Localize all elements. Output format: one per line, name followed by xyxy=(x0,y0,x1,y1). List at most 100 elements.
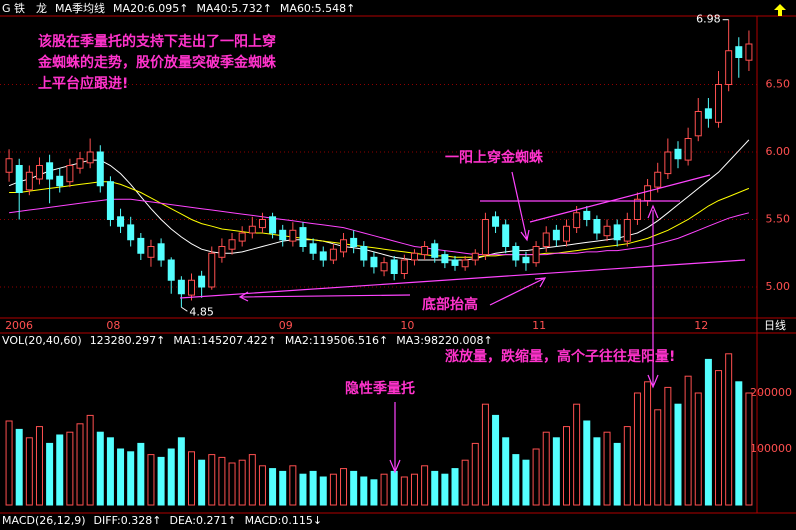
candle-body xyxy=(319,251,327,261)
trend-line xyxy=(179,259,746,299)
volume-bar xyxy=(603,431,611,506)
candle-body xyxy=(481,219,489,256)
volume-bar xyxy=(299,473,307,506)
volume-bar xyxy=(522,459,530,506)
arrow xyxy=(489,277,547,306)
volume-bar xyxy=(127,451,135,506)
y-tick-label: 5.50 xyxy=(766,213,791,226)
candle-body xyxy=(633,198,641,220)
volume-bar xyxy=(279,470,287,506)
volume-bar xyxy=(400,476,408,506)
candle-body xyxy=(451,259,459,266)
candle-body xyxy=(704,108,712,119)
candle-body xyxy=(15,165,23,193)
candle-body xyxy=(167,259,175,281)
volume-bar xyxy=(542,431,550,506)
candle-body xyxy=(552,229,560,241)
candle-body xyxy=(563,225,570,242)
candle-body xyxy=(177,279,185,295)
annotation: 涨放量，跌缩量，高个子往往是阳量! xyxy=(445,348,675,365)
candle-body xyxy=(512,246,520,261)
candle-body xyxy=(248,225,256,234)
frame xyxy=(0,15,796,514)
candle-body xyxy=(380,262,388,272)
header-text: G 铁 龙 xyxy=(2,2,47,15)
candle-body xyxy=(461,259,469,268)
period-label: 日线 xyxy=(764,318,786,332)
candle-body xyxy=(269,216,277,234)
candle-body xyxy=(25,171,33,191)
candle-body xyxy=(289,229,297,242)
candle-body xyxy=(664,151,672,175)
x-tick-label: 10 xyxy=(400,319,414,332)
header-text: MACD:0.115↓ xyxy=(245,514,322,527)
volume-bar xyxy=(238,459,246,506)
volume-bar xyxy=(76,423,84,506)
volume-bar xyxy=(573,403,581,506)
candle-body xyxy=(573,212,581,229)
candle-body xyxy=(410,252,418,261)
candle-body xyxy=(127,224,135,241)
y-tick-label: 6.50 xyxy=(766,78,791,91)
y-tick-label: 100000 xyxy=(750,442,792,455)
candle-body xyxy=(299,227,307,248)
volume-bar xyxy=(552,437,560,506)
volume-bar xyxy=(96,431,104,506)
candle-body xyxy=(106,181,114,220)
candle-body xyxy=(593,219,601,234)
arrow xyxy=(511,171,530,242)
candle-body xyxy=(583,210,591,220)
volume-bar xyxy=(117,448,125,506)
header-text: DEA:0.271↑ xyxy=(169,514,236,527)
candle-body xyxy=(157,243,165,261)
icon xyxy=(774,4,786,16)
candle-body xyxy=(309,243,317,254)
volume-bar xyxy=(137,442,145,506)
volume-bar xyxy=(481,403,489,506)
volume-bar xyxy=(664,386,672,506)
candle-body xyxy=(46,162,54,180)
arrow xyxy=(647,204,659,389)
annotation: 隐性季量托 xyxy=(345,380,415,397)
candle-body xyxy=(644,185,652,202)
volume-bar xyxy=(5,420,13,506)
ma-line xyxy=(9,181,750,258)
volume-bar xyxy=(309,470,317,506)
volume-bar xyxy=(269,468,277,506)
volume-bar xyxy=(319,476,327,506)
header-text: MA2:119506.516↑ xyxy=(285,334,388,347)
trend-line xyxy=(529,174,711,223)
candle-body xyxy=(86,151,94,164)
x-tick-label: 11 xyxy=(532,319,546,332)
candle-body xyxy=(421,246,429,256)
volume-bar xyxy=(147,454,155,506)
x-tick-label: 08 xyxy=(106,319,120,332)
candle-body xyxy=(694,111,702,137)
volume-bar xyxy=(350,470,358,506)
volume-bar xyxy=(704,358,712,506)
annotation: 该股在季量托的支持下走出了一阳上穿 xyxy=(38,33,276,50)
candle-body xyxy=(5,158,13,173)
volume-bar xyxy=(654,409,662,506)
volume-bar xyxy=(228,462,236,506)
candle-body xyxy=(502,224,510,247)
volume-bar xyxy=(431,470,439,506)
volume-bar xyxy=(157,456,165,506)
candle-body xyxy=(66,165,74,183)
header-text: MA1:145207.422↑ xyxy=(173,334,276,347)
volume-bar xyxy=(613,442,621,506)
annotation: 一阳上穿金蜘蛛 xyxy=(445,149,544,166)
volume-bar xyxy=(694,392,702,506)
volume-bar xyxy=(735,381,743,506)
candle-body xyxy=(522,256,530,264)
volume-bar xyxy=(461,459,469,506)
volume-bar xyxy=(644,381,652,506)
x-tick-label: 09 xyxy=(279,319,293,332)
x-tick-label: 2006 xyxy=(5,319,33,332)
candle-body xyxy=(735,46,743,59)
annotation: 上平台应跟进! xyxy=(38,75,128,92)
volume-bar xyxy=(684,375,692,506)
volume-bar xyxy=(329,473,337,506)
volume-bar xyxy=(441,473,449,506)
